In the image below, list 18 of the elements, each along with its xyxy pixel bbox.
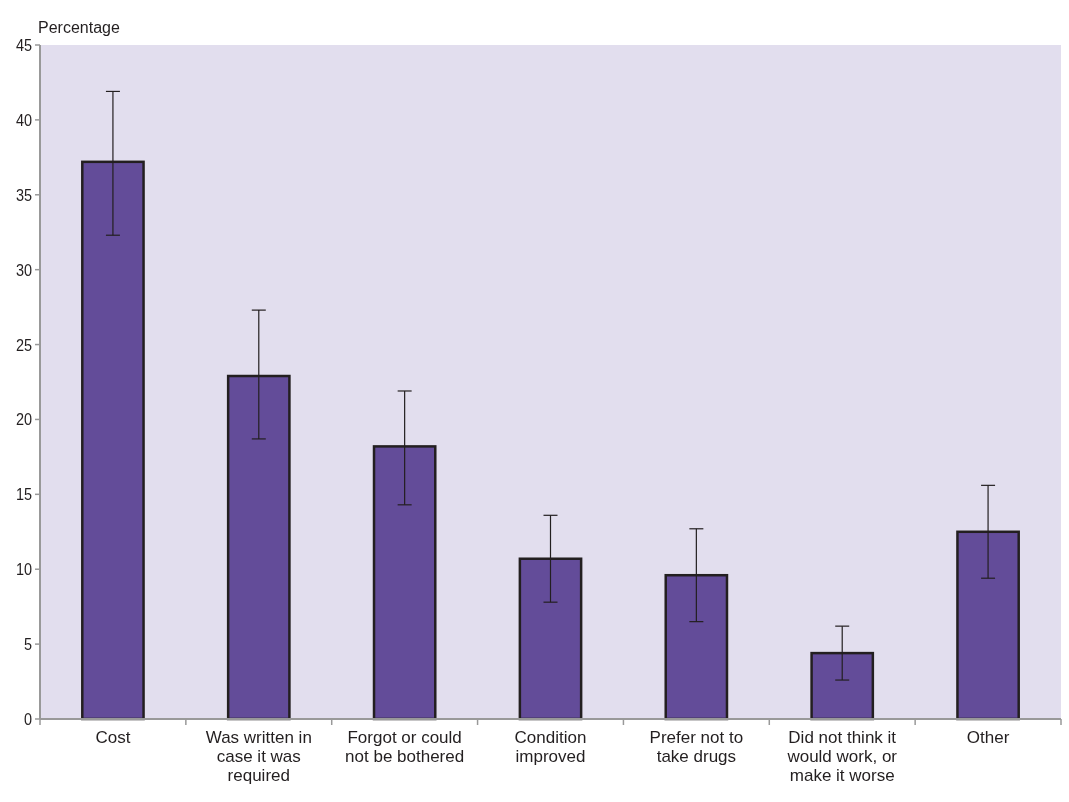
- y-tick-label: 35: [15, 185, 33, 204]
- y-tick-label: 15: [15, 485, 33, 504]
- y-tick-label: 5: [23, 634, 33, 654]
- x-tick-label: Condition improved: [514, 728, 587, 766]
- x-tick-label: Forgot or could not be bothered: [345, 728, 465, 766]
- y-tick-label: 20: [15, 410, 33, 429]
- y-tick-label: 30: [15, 260, 33, 279]
- y-tick-label: 25: [15, 335, 33, 354]
- y-tick-label: 45: [15, 35, 33, 55]
- x-tick-label: Cost: [95, 728, 131, 747]
- y-tick-label: 40: [15, 110, 33, 130]
- x-tick-label: Other: [966, 728, 1010, 747]
- y-tick-label: 0: [23, 709, 33, 729]
- y-axis-title: Percentage: [38, 19, 120, 36]
- x-tick-label: Did not think it would work, or make it worse: [786, 728, 898, 785]
- x-tick-label: Was written in case it was required: [205, 728, 312, 785]
- x-tick-label: Prefer not to take drugs: [649, 728, 744, 766]
- y-tick-label: 10: [15, 560, 33, 579]
